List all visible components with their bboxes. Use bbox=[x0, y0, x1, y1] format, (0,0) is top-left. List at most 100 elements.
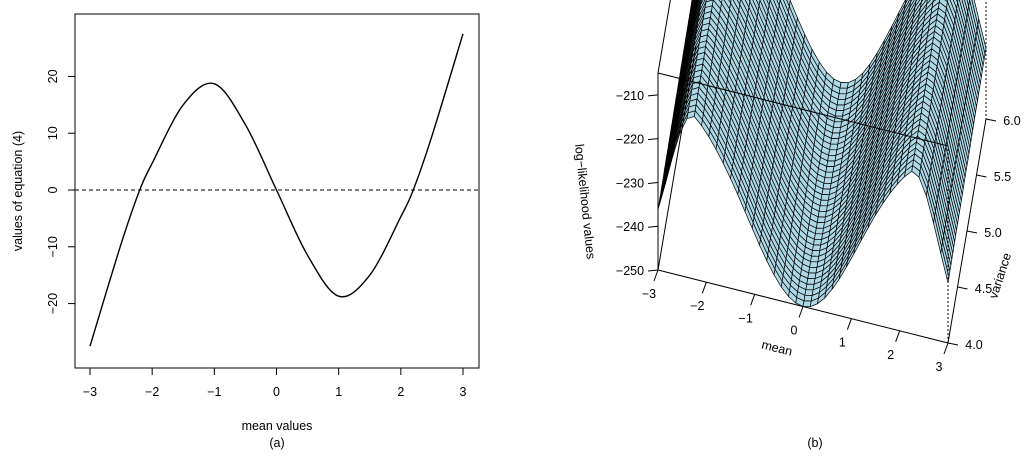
mean-tick-mark bbox=[895, 330, 901, 343]
surface-facet bbox=[831, 132, 841, 139]
mean-tick-label: −3 bbox=[642, 287, 656, 301]
panel-b-surface-plot: −3 −2 −1 0 1 2 3 4.0 4.5 5.0 5.5 6.0 −210 −220 −230 −… bbox=[572, 0, 1021, 450]
surface-facet bbox=[813, 233, 824, 240]
surface-facet bbox=[830, 138, 840, 145]
surface-facet bbox=[810, 255, 820, 263]
mean-tick-mark bbox=[846, 318, 852, 330]
y-tick-label: 0 bbox=[46, 186, 60, 193]
variance-tick-mark bbox=[976, 174, 987, 178]
x-axis-label: mean values bbox=[242, 419, 313, 433]
surface-facet bbox=[837, 93, 847, 100]
equation-curve bbox=[89, 33, 464, 347]
loglik-tick-mark bbox=[647, 94, 659, 97]
surface-facet bbox=[836, 98, 846, 106]
surface-facet bbox=[819, 199, 829, 207]
x-tick-label: −3 bbox=[83, 385, 97, 399]
surface-facet bbox=[828, 149, 838, 156]
loglik-tick-mark bbox=[647, 225, 659, 228]
surface-facet bbox=[820, 194, 830, 201]
loglik-tick-label: −230 bbox=[616, 176, 644, 190]
box-edge bbox=[657, 0, 671, 74]
x-axis-ticks: −3 −2 −1 0 1 2 3 bbox=[83, 367, 467, 399]
surface-facet bbox=[816, 216, 826, 224]
loglik-tick-mark bbox=[647, 269, 659, 272]
variance-axis-label: variance bbox=[986, 251, 1014, 300]
surface-facet bbox=[824, 171, 834, 179]
mean-tick-mark bbox=[943, 342, 949, 355]
surface-facet bbox=[808, 266, 818, 274]
mean-tick-label: 0 bbox=[791, 324, 798, 338]
variance-tick-label: 5.0 bbox=[984, 226, 1001, 240]
surface-facet bbox=[832, 121, 843, 128]
x-tick-label: −2 bbox=[145, 385, 159, 399]
surface-facet bbox=[806, 278, 816, 285]
surface-facet bbox=[803, 294, 813, 302]
mean-axis-label: mean bbox=[760, 338, 794, 359]
surface-facet bbox=[821, 188, 831, 196]
surface-facet bbox=[807, 272, 817, 280]
x-tick-label: 0 bbox=[273, 385, 280, 399]
loglik-tick-label: −210 bbox=[616, 89, 644, 103]
loglik-tick-mark bbox=[647, 181, 659, 184]
loglik-tick-mark bbox=[647, 138, 659, 141]
surface-facet bbox=[835, 104, 845, 111]
y-tick-label: −20 bbox=[46, 293, 60, 314]
surface-facet bbox=[838, 87, 848, 95]
surface-facet bbox=[822, 182, 832, 190]
x-tick-label: 3 bbox=[460, 385, 467, 399]
surface-facet bbox=[804, 289, 814, 296]
mean-tick-label: −2 bbox=[690, 299, 704, 313]
loglik-axis-ticks: −210 −220 −230 −240 −250 bbox=[616, 89, 659, 278]
surface-facet bbox=[834, 110, 844, 117]
variance-tick-label: 4.0 bbox=[965, 338, 982, 352]
variance-tick-label: 5.5 bbox=[994, 170, 1011, 184]
surface-facet bbox=[802, 300, 812, 308]
surface-facet bbox=[805, 283, 815, 291]
mean-tick-mark bbox=[750, 294, 756, 306]
loglik-tick-label: −240 bbox=[616, 220, 644, 234]
likelihood-surface bbox=[657, 0, 987, 308]
y-tick-label: 10 bbox=[46, 126, 60, 140]
surface-facet bbox=[826, 160, 836, 167]
mean-axis-ticks: −3 −2 −1 0 1 2 3 bbox=[642, 269, 949, 374]
variance-tick-label: 4.5 bbox=[975, 282, 992, 296]
variance-tick-mark bbox=[957, 286, 968, 290]
surface-facet bbox=[827, 154, 837, 162]
panel-caption-a: (a) bbox=[269, 436, 284, 450]
surface-facet bbox=[818, 205, 828, 212]
surface-facet bbox=[813, 238, 823, 246]
surface-facet bbox=[839, 82, 849, 89]
mean-tick-label: −1 bbox=[739, 311, 753, 325]
panel-caption-b: (b) bbox=[807, 436, 822, 450]
variance-tick-mark bbox=[966, 230, 978, 234]
loglik-tick-label: −220 bbox=[616, 133, 644, 147]
loglik-axis-label: log−likelihood values bbox=[572, 143, 598, 260]
surface-facet bbox=[809, 261, 819, 268]
mean-tick-label: 1 bbox=[839, 336, 846, 350]
x-tick-label: 2 bbox=[397, 385, 404, 399]
surface-facet bbox=[940, 247, 950, 283]
variance-tick-label: 6.0 bbox=[1003, 114, 1020, 128]
y-tick-label: −10 bbox=[46, 236, 60, 257]
mean-tick-mark bbox=[653, 269, 659, 282]
surface-facet bbox=[823, 177, 833, 184]
mean-tick-label: 2 bbox=[887, 348, 894, 362]
variance-tick-mark bbox=[985, 118, 997, 122]
y-axis-ticks: −20 −10 0 10 20 bbox=[46, 69, 76, 314]
x-tick-label: −1 bbox=[207, 385, 221, 399]
mean-tick-label: 3 bbox=[936, 360, 943, 374]
surface-facet bbox=[812, 244, 822, 252]
y-axis-label: values of equation (4) bbox=[11, 131, 25, 251]
surface-facet bbox=[811, 250, 821, 257]
surface-facet bbox=[817, 210, 827, 218]
y-tick-label: 20 bbox=[46, 69, 60, 83]
surface-facet bbox=[829, 143, 839, 151]
surface-facet bbox=[825, 166, 835, 173]
surface-facet bbox=[832, 126, 842, 134]
box-edge bbox=[657, 45, 697, 271]
variance-tick-mark bbox=[947, 342, 959, 346]
surface-facet bbox=[814, 227, 824, 235]
surface-facet bbox=[815, 222, 825, 229]
